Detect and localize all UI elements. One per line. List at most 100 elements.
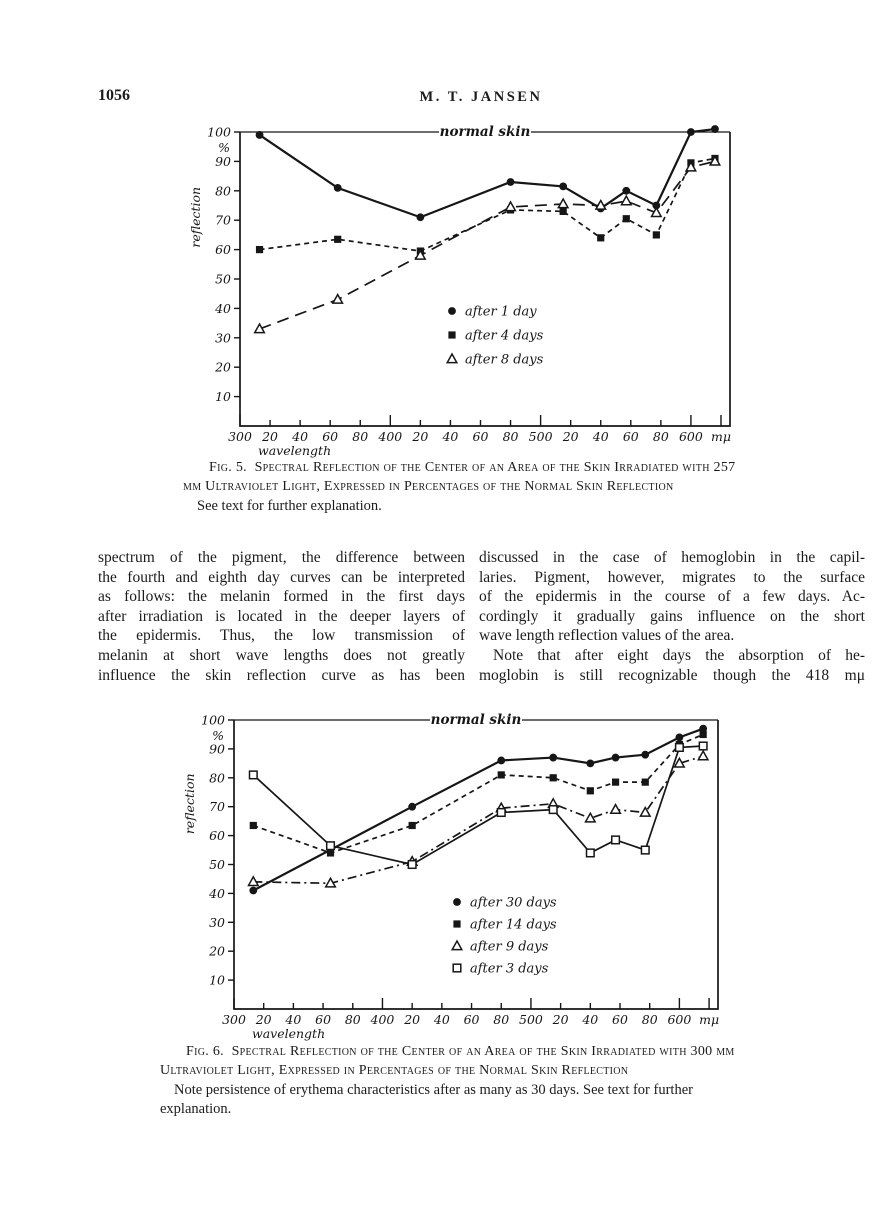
filled-square-marker <box>586 787 594 795</box>
x-tick-label: 20 <box>562 429 579 444</box>
open-triangle-marker <box>639 805 652 817</box>
text-line: as follows: the melanin formed in the fi… <box>98 588 465 606</box>
text-line: after irradiation is located in the deep… <box>98 607 465 625</box>
text-line: Note that after eight days the absorptio… <box>493 646 865 664</box>
y-tick-label: 30 <box>209 915 225 930</box>
x-tick-label: 60 <box>322 429 338 444</box>
x-tick-label: 40 <box>284 1012 301 1027</box>
x-tick-label: 500 <box>529 429 553 444</box>
open-square-marker <box>585 848 595 858</box>
x-tick-label: 20 <box>261 429 278 444</box>
x-tick-label: mμ <box>699 1012 719 1027</box>
x-tick-label: 80 <box>653 429 669 444</box>
series-line <box>253 733 704 854</box>
legend-label: after 30 days <box>470 896 557 911</box>
series-line <box>252 727 704 892</box>
figure5-caption-body: Spectral Reflection of the Center of an … <box>183 460 736 494</box>
filled-square-marker <box>334 235 342 243</box>
filled-circle-marker <box>586 759 595 768</box>
y-tick-label: 90 <box>209 741 225 756</box>
x-tick-label: 80 <box>352 429 368 444</box>
x-tick-label: 60 <box>473 429 489 444</box>
text-line: the fourth and eighth day curves can be … <box>98 568 465 586</box>
x-tick-label: 400 <box>377 429 402 444</box>
open-triangle-marker <box>445 352 459 364</box>
x-axis-label: wavelength <box>252 1026 325 1041</box>
y-tick-label: 10 <box>215 389 231 404</box>
chart-svg: normal skin 10 20 30 40 50 60 70 80 90 100% reflect… <box>188 124 731 458</box>
open-square-marker <box>611 835 621 845</box>
filled-square-marker <box>408 821 416 830</box>
y-axis-label: reflection <box>182 773 197 834</box>
figure5-caption-text: Fig. 5. Spectral Reflection of the Cente… <box>183 458 739 496</box>
y-tick-label: 50 <box>209 857 225 872</box>
figure6-caption-text: Fig. 6. Spectral Reflection of the Cente… <box>160 1042 742 1080</box>
open-square-marker <box>698 741 708 751</box>
legend-label: after 9 days <box>470 940 549 955</box>
text-line: of the epidermis in the course of a few … <box>479 588 865 606</box>
legend-label: after 14 days <box>470 918 557 933</box>
percent-label: % <box>218 140 230 155</box>
filled-square-marker <box>597 234 605 242</box>
x-tick-label: 40 <box>581 1012 598 1027</box>
x-tick-label: 400 <box>370 1012 395 1027</box>
filled-circle-marker <box>497 756 506 765</box>
open-triangle-marker <box>450 939 464 951</box>
text-line: spectrum of the pigment, the difference … <box>98 549 465 566</box>
y-tick-label: 80 <box>209 770 225 785</box>
open-triangle-marker <box>673 756 686 768</box>
filled-square-marker <box>699 730 707 739</box>
open-square-marker <box>248 770 258 780</box>
x-tick-label: 60 <box>464 1012 480 1027</box>
filled-square-marker <box>453 920 461 928</box>
figure6-caption: Fig. 6. Spectral Reflection of the Cente… <box>160 1042 742 1119</box>
series-line <box>252 745 704 866</box>
open-square-marker <box>548 805 558 815</box>
open-triangle-marker <box>620 194 633 206</box>
filled-circle-marker <box>255 131 264 139</box>
y-tick-label: 70 <box>215 213 231 228</box>
filled-square-marker <box>622 215 630 223</box>
open-square-marker <box>674 742 684 753</box>
text-line: cordingly it gradually gains influence o… <box>479 607 865 625</box>
y-tick-label: 30 <box>215 330 231 345</box>
y-tick-label: 40 <box>208 886 225 901</box>
open-triangle-marker <box>609 803 622 814</box>
y-tick-label: 60 <box>209 828 225 843</box>
x-tick-label: 500 <box>519 1012 543 1027</box>
open-square-marker <box>640 845 650 855</box>
filled-square-marker <box>652 231 660 239</box>
series-line <box>258 127 716 219</box>
open-square-marker <box>496 807 506 818</box>
filled-circle-marker <box>622 186 631 195</box>
filled-circle-marker <box>687 128 695 136</box>
x-tick-label: 20 <box>552 1012 569 1027</box>
x-tick-label: 80 <box>493 1012 509 1027</box>
y-tick-label: 80 <box>215 183 231 198</box>
filled-circle-marker <box>699 724 708 733</box>
text-line: melanin at short wave lengths does not g… <box>98 646 465 664</box>
chart-svg: normal skin 10 20 30 40 50 60 70 80 90 100% reflect… <box>182 712 719 1041</box>
y-tick-label: 100 <box>207 125 231 140</box>
open-triangle-marker <box>414 248 427 260</box>
filled-circle-marker <box>416 213 425 222</box>
open-triangle-marker <box>557 197 570 209</box>
open-triangle-marker <box>247 875 260 887</box>
open-square-marker <box>452 963 462 973</box>
filled-circle-marker <box>408 802 417 811</box>
open-triangle-marker <box>594 198 607 210</box>
series-line <box>259 160 716 330</box>
x-tick-label: 600 <box>679 429 703 444</box>
y-tick-label: 70 <box>209 799 225 814</box>
filled-square-marker <box>326 849 335 857</box>
x-tick-label: 40 <box>441 429 458 444</box>
filled-circle-marker <box>549 753 558 762</box>
filled-circle-marker <box>448 307 456 315</box>
open-triangle-marker <box>684 160 697 172</box>
paragraph: discussed in the case of hemoglobin in t… <box>479 548 865 646</box>
figure5-caption: Fig. 5. Spectral Reflection of the Cente… <box>183 458 739 516</box>
y-tick-label: 100 <box>201 713 225 728</box>
x-tick-label: 20 <box>255 1012 272 1027</box>
open-triangle-marker <box>708 154 722 166</box>
